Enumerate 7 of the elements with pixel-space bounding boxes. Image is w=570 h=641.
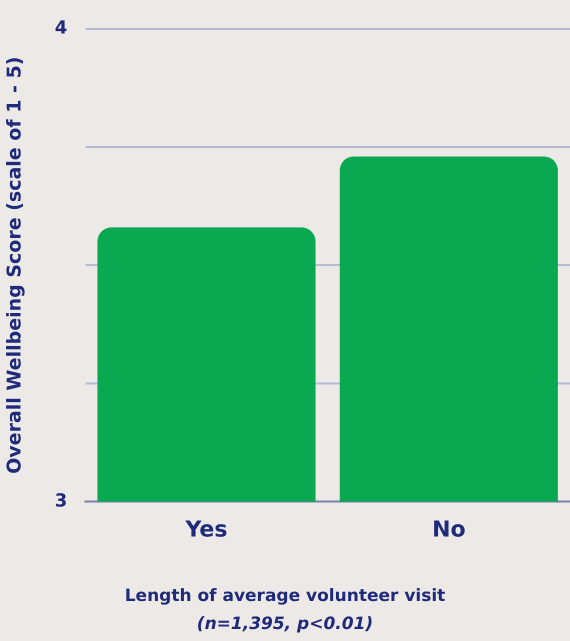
y-tick-label: 4 <box>54 17 68 38</box>
y-axis-title: Overall Wellbeing Score (scale of 1 - 5) <box>3 56 26 474</box>
y-tick-label: 3 <box>54 490 68 512</box>
x-tick-label: Yes <box>184 518 228 543</box>
x-axis-title: Length of average volunteer visit <box>124 586 446 606</box>
x-tick-label: No <box>432 518 466 543</box>
text: (n=1,395, p<0.01) <box>196 614 374 634</box>
